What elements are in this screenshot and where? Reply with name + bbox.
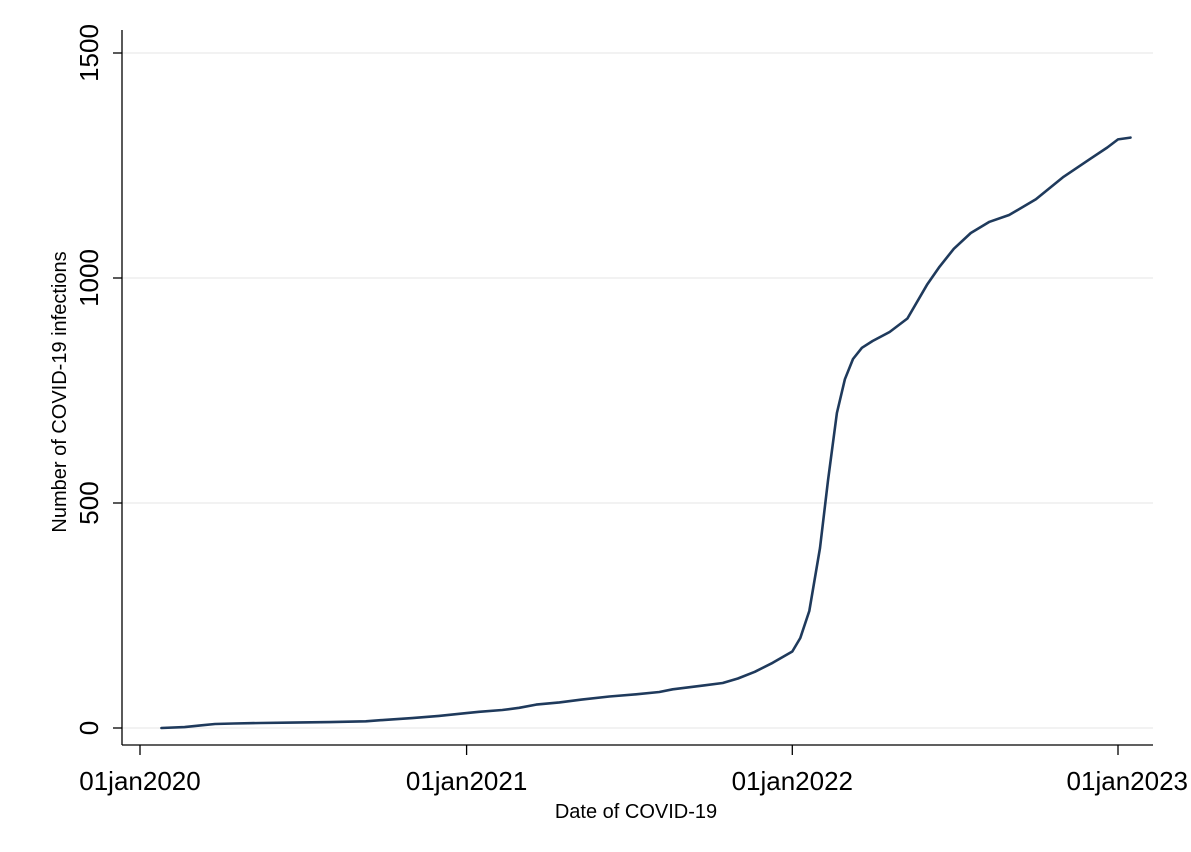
ticks	[113, 52, 1119, 755]
y-tick-label: 500	[74, 481, 104, 524]
axes	[121, 30, 1153, 746]
y-tick-label: 1000	[74, 249, 104, 307]
y-axis-title: Number of COVID-19 infections	[49, 251, 71, 532]
y-tick-label: 0	[74, 721, 104, 735]
gridlines	[122, 52, 1153, 729]
series	[160, 136, 1132, 730]
x-tick-label: 01jan2020	[79, 766, 200, 796]
x-tick-label: 01jan2023	[1067, 766, 1188, 796]
x-tick-label: 01jan2021	[406, 766, 527, 796]
x-axis-title: Date of COVID-19	[555, 801, 717, 823]
series-line	[160, 136, 1132, 730]
x-tick-label: 01jan2022	[732, 766, 853, 796]
tick-labels: 0 500 1000 1500 01jan2020 01jan2021 01jan2022 0…	[74, 24, 1188, 796]
y-tick-label: 1500	[74, 24, 104, 82]
